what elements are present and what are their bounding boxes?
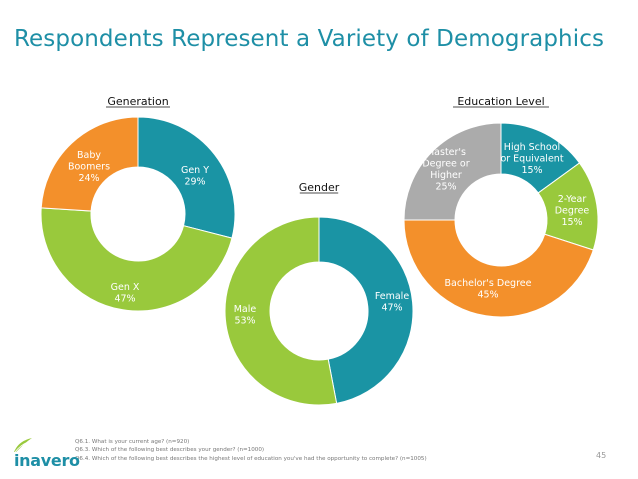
chart-title: Education Level [457,95,544,108]
slice-gen-x [40,207,233,312]
slice-master-s-degree-or-higher [403,122,502,221]
slice-label: 2-Year Degree 15% [555,194,590,228]
slice-label: Female 47% [375,291,410,314]
slice-label: Gen X 47% [111,282,140,305]
slice-label: Baby Boomers 24% [68,150,110,184]
chart-title: Gender [299,181,340,194]
slice-label: Gen Y 29% [181,165,209,188]
page-number: 45 [596,451,607,460]
footnotes: Q6.1. What is your current age? (n=920) … [75,438,427,463]
chart-title: Generation [107,95,168,108]
footnote: Q6.4. Which of the following best descri… [75,455,427,462]
slice-female [318,216,414,404]
footnote: Q6.3. Which of the following best descri… [75,447,265,454]
logo-text: inavero [14,451,80,470]
slice-bachelor-s-degree [403,219,594,318]
slice-male [224,216,338,406]
slice-label: High School or Equivalent 15% [500,142,563,176]
page-title: Respondents Represent a Variety of Demog… [14,26,605,52]
slice-label: Male 53% [234,304,257,327]
slice-label: Master's Degree or Higher 25% [422,147,469,193]
leaf-logo-icon [14,438,32,453]
footnote: Q6.1. What is your current age? (n=920) [75,439,190,445]
slice-gen-y [137,116,236,239]
slice-baby-boomers [40,116,139,212]
slice-label: Bachelor's Degree 45% [445,278,532,301]
